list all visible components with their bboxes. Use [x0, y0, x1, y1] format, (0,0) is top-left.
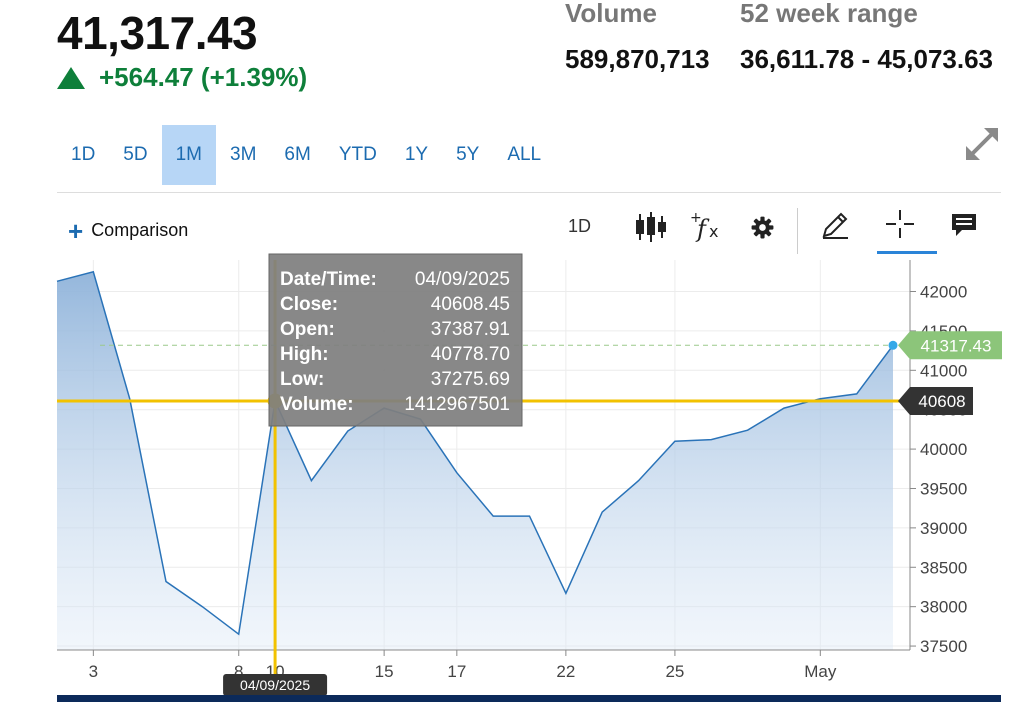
range-ytd[interactable]: YTD: [338, 144, 377, 165]
tooltip-label: High:: [280, 344, 329, 365]
y-tick-label: 38500: [920, 558, 967, 577]
crosshair-x-tag: [223, 674, 328, 696]
crosshair-y-tag-label: 40608: [918, 392, 965, 411]
up-arrow-icon: [57, 66, 85, 89]
tooltip-value: 04/09/2025: [415, 269, 510, 290]
area-fill: [57, 271, 893, 650]
last-price-tag: [898, 331, 1002, 360]
axis-lines: [57, 260, 911, 651]
tooltip-value: 37387.91: [431, 319, 510, 340]
x-tick-label: 22: [556, 662, 575, 681]
plus-icon: +: [68, 215, 84, 246]
y-tick-label: 38000: [920, 598, 967, 617]
bottom-bar: [57, 695, 1001, 702]
volume-label: Volume: [565, 0, 657, 28]
tooltip-label: Open:: [280, 319, 335, 340]
range-label: 52 week range: [740, 0, 918, 28]
pencil-icon[interactable]: [820, 210, 850, 240]
tooltip-label: Date/Time:: [280, 269, 377, 290]
x-axis: 381015172225May: [89, 650, 837, 681]
tooltip-box: [268, 253, 523, 427]
comparison-label: Comparison: [91, 220, 189, 240]
volume-value: 589,870,713: [565, 44, 710, 74]
y-tick-label: 37500: [920, 637, 967, 656]
comment-icon[interactable]: [950, 212, 978, 238]
range-all[interactable]: ALL: [507, 144, 542, 165]
expand-icon[interactable]: [962, 124, 1002, 164]
toolbar-divider: [797, 208, 798, 254]
last-price-point: [888, 340, 898, 350]
crosshair-y-tag: [898, 387, 973, 416]
range-selector: 1D 5D 1M 3M 6M YTD 1Y 5Y ALL: [57, 125, 555, 185]
x-tick-label: May: [804, 662, 837, 681]
x-tick-label: 15: [375, 662, 394, 681]
x-tick-label: 17: [447, 662, 466, 681]
active-tool-indicator: [877, 251, 937, 254]
range-1d[interactable]: 1D: [71, 144, 96, 165]
header-divider: [57, 192, 1001, 193]
crosshair-x-tag-label: 04/09/2025: [240, 677, 310, 693]
price-tags: 41317.43: [100, 331, 1002, 360]
x-tick-label: 25: [665, 662, 684, 681]
tooltip-label: Volume:: [280, 394, 354, 415]
interval-button[interactable]: 1D: [568, 216, 592, 236]
x-tick-label: 3: [89, 662, 98, 681]
function-icon[interactable]: + f x: [688, 208, 722, 244]
tooltip-value: 40608.45: [431, 294, 510, 315]
range-1y[interactable]: 1Y: [404, 144, 429, 165]
price-change-text: +564.47 (+1.39%): [99, 62, 308, 92]
y-tick-label: 39500: [920, 479, 967, 498]
y-tick-label: 41000: [920, 361, 967, 380]
tooltip-label: Low:: [280, 369, 324, 390]
range-1m[interactable]: 1M: [161, 125, 216, 185]
candlestick-icon[interactable]: [634, 211, 668, 243]
range-5d[interactable]: 5D: [123, 144, 148, 165]
tooltip-value: 40778.70: [431, 344, 510, 365]
range-6m[interactable]: 6M: [284, 144, 311, 165]
comparison-button[interactable]: + Comparison: [68, 215, 189, 246]
crosshair-tooltip: Date/Time: 04/09/2025 Close: 40608.45 Open: 3…: [268, 253, 523, 427]
gear-icon[interactable]: [750, 215, 775, 240]
tooltip-value: 1412967501: [404, 394, 510, 415]
price-line: [56, 270, 894, 636]
range-3m[interactable]: 3M: [230, 144, 257, 165]
last-price-tag-label: 41317.43: [921, 336, 992, 355]
x-tick-label: 8: [234, 662, 243, 681]
crosshair-icon[interactable]: [884, 208, 916, 240]
current-price: 41,317.43: [57, 7, 258, 59]
y-tick-label: 42000: [920, 283, 967, 302]
tooltip-label: Close:: [280, 294, 338, 315]
price-change: +564.47 (+1.39%): [57, 62, 307, 93]
range-5y[interactable]: 5Y: [456, 144, 480, 165]
svg-text:+: +: [690, 210, 702, 226]
svg-text:x: x: [709, 222, 718, 241]
tooltip-value: 37275.69: [431, 369, 510, 390]
y-tick-label: 39000: [920, 519, 967, 538]
y-tick-label: 40000: [920, 440, 967, 459]
range-value: 36,611.78 - 45,073.63: [740, 44, 994, 74]
